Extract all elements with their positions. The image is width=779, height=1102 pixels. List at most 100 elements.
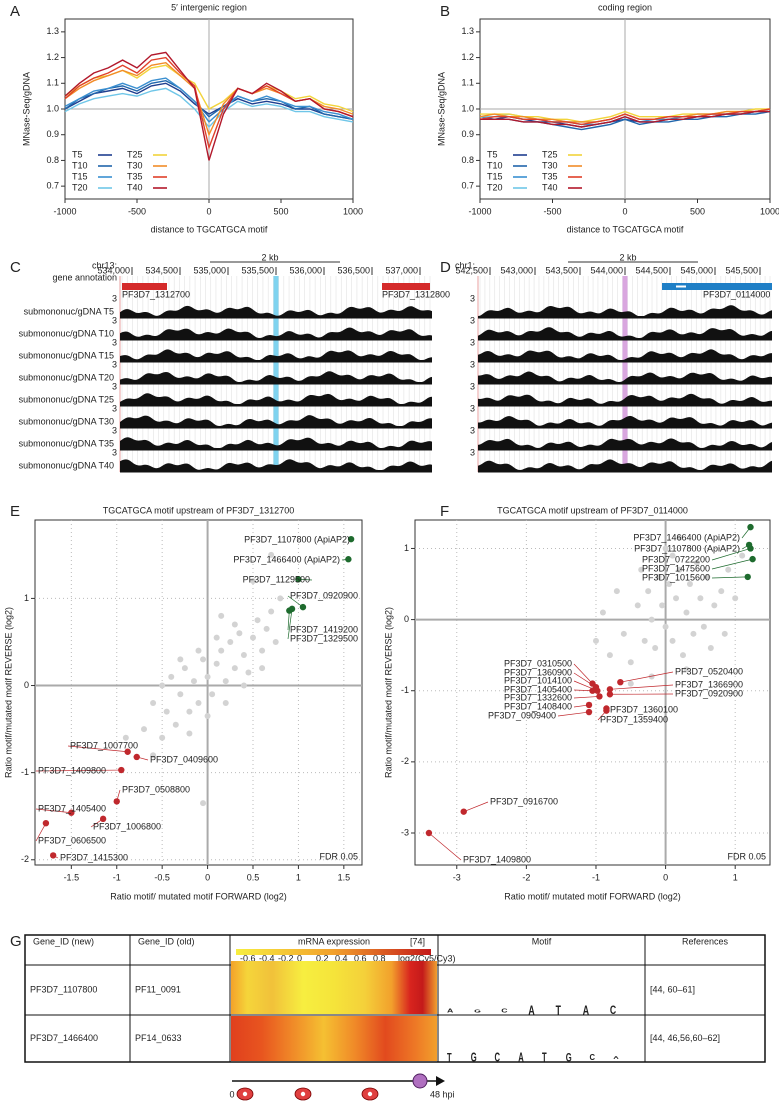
point (721, 630, 728, 637)
track-scale: 3 (112, 403, 117, 413)
highlight-point (585, 708, 593, 716)
scale-label: 2 kb (261, 252, 278, 262)
highlight-point (747, 545, 754, 552)
point (638, 566, 645, 573)
motif-letter: T (447, 1052, 452, 1065)
coordinate-label: 536,500 (337, 265, 370, 275)
point (686, 581, 693, 588)
point (190, 678, 197, 685)
coverage-track (478, 305, 772, 318)
motif-letter: T (542, 1050, 547, 1065)
point (159, 682, 166, 689)
legend-label: T10 (72, 160, 88, 170)
color-bar-label: log2(Cy5/Cy3) (398, 953, 456, 963)
point (250, 634, 256, 641)
highlight-point (347, 535, 355, 543)
timeline-arrow (436, 1076, 445, 1086)
coverage-track (478, 415, 772, 428)
table-header: Gene_ID (old) (138, 936, 195, 946)
highlight-point (299, 603, 307, 611)
point (204, 673, 211, 680)
y-tick-label: 1.1 (461, 78, 474, 88)
track-scale: 3 (112, 425, 117, 435)
point (250, 577, 256, 584)
point (673, 595, 680, 602)
coverage-track (120, 327, 432, 340)
leader-line (35, 769, 122, 772)
x-tick-label: 1000 (760, 206, 779, 216)
gene-gap (676, 285, 686, 288)
highlight-point (133, 753, 140, 761)
x-tick-label: -2 (522, 872, 530, 882)
y-axis-label: Ratio motif/mutated motif REVERSE (log2) (3, 607, 13, 778)
coverage-track (478, 459, 772, 472)
track-scale: 3 (112, 381, 117, 391)
leader-line (609, 684, 674, 690)
highlight-point (617, 678, 624, 686)
panel-label: A (10, 3, 20, 20)
color-bar-tick: -0.6 (240, 953, 256, 963)
point-label: PF3D7_0520400 (675, 666, 743, 676)
cell-parasite (242, 1091, 248, 1097)
x-tick-label: -1000 (53, 206, 76, 216)
highlight-point (124, 748, 131, 755)
y-axis-label: MNase-Seq/gDNA (436, 72, 446, 146)
coverage-track (120, 437, 432, 450)
point-label: PF3D7_1006800 (93, 821, 161, 831)
highlight-point (589, 687, 596, 694)
expression-heatmap (231, 961, 437, 1014)
point (181, 665, 188, 672)
point (200, 656, 207, 663)
leader-line (287, 608, 293, 640)
point (200, 800, 207, 807)
leader-line (428, 832, 462, 861)
coordinate-label: 544,500 (635, 265, 668, 275)
leader-line (573, 696, 600, 699)
highlight-point (49, 852, 57, 859)
highlight-point (118, 766, 125, 774)
point (739, 552, 746, 559)
point (693, 559, 700, 566)
point (676, 534, 683, 541)
leader-line (557, 711, 590, 717)
point (263, 625, 270, 632)
track-scale: 3 (470, 293, 475, 303)
y-tick-label: 0 (404, 614, 409, 624)
coordinate-label: 544,000 (590, 265, 623, 275)
point (652, 645, 659, 652)
y-tick-label: 1.2 (461, 52, 474, 62)
coverage-track (478, 349, 772, 362)
motif-letter: C (501, 1007, 507, 1014)
leader-line (463, 801, 489, 812)
motif-letter: G (471, 1050, 477, 1065)
coordinate-label: 535,000 (193, 265, 226, 275)
references: [44, 60–61] (650, 984, 695, 994)
highlight (273, 276, 279, 472)
point (218, 647, 225, 654)
point (277, 595, 284, 602)
coverage-track (478, 327, 772, 340)
highlight-point (288, 605, 296, 613)
panel-label: D (440, 259, 451, 276)
point (213, 634, 220, 641)
point (231, 621, 238, 628)
point (648, 616, 655, 623)
leader-line (573, 663, 593, 684)
x-tick-label: 0 (663, 872, 668, 882)
x-tick-label: -500 (128, 206, 146, 216)
table-header: mRNA expression (298, 936, 370, 946)
point-label: PF3D7_1466400 (ApiAP2) (233, 554, 340, 564)
point (592, 637, 599, 644)
cell-icon (412, 1073, 428, 1089)
leader-line (35, 808, 72, 814)
point-label: PF3D7_1107800 (ApiAP2) (244, 534, 350, 544)
legend-label: T5 (487, 149, 498, 159)
table-frame (24, 934, 766, 1063)
highlight-point (42, 819, 50, 827)
chart-title: TGCATGCA motif upstream of PF3D7_1312700 (103, 505, 294, 515)
track-label: submononuc/gDNA T35 (19, 438, 114, 448)
point-label: PF3D7_0508800 (122, 784, 190, 794)
x-tick-label: -1.5 (64, 872, 80, 882)
chromosome: chr1: (455, 260, 475, 270)
coverage-track (478, 438, 772, 450)
